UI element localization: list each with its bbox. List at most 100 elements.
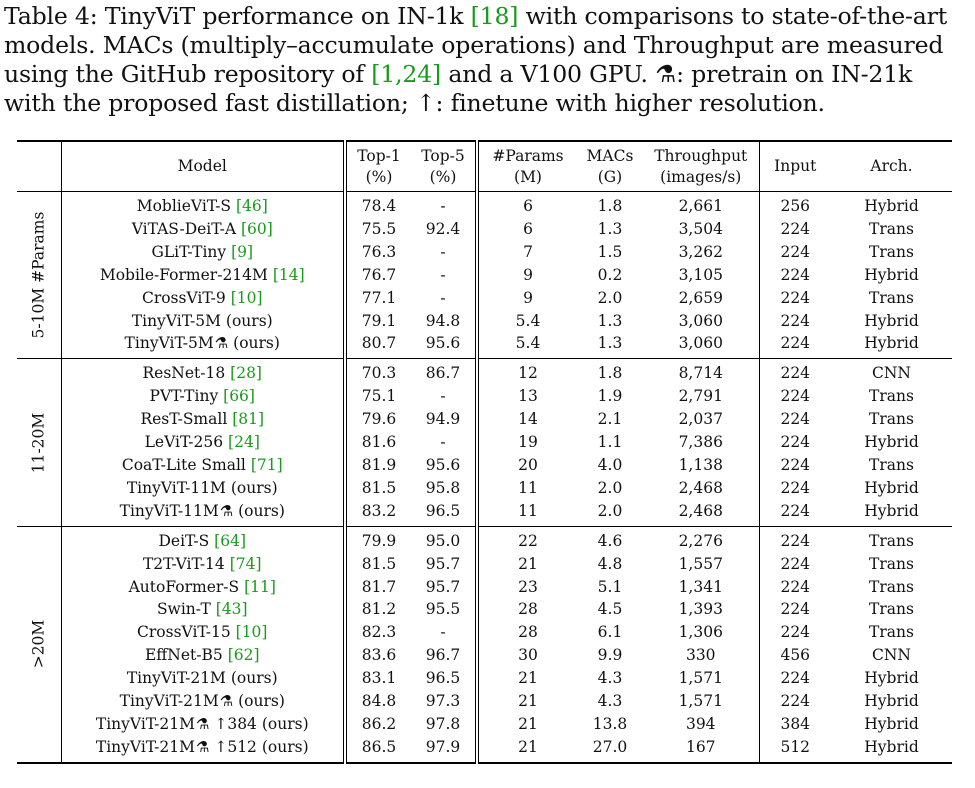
model-name: PVT-Tiny: [149, 387, 224, 406]
top1-cell: 79.1: [361, 311, 397, 330]
citation-link[interactable]: [9]: [231, 242, 254, 261]
throughput-cell: 1,341: [643, 575, 760, 599]
model-name-cell: Mobile-Former-214M [14]: [61, 263, 347, 287]
throughput-cell: 3,060: [643, 332, 760, 359]
model-name-cell: TinyViT-11M⚗ (ours): [61, 499, 347, 527]
arch-cell: Hybrid: [864, 737, 919, 756]
model-name: EffNet-B5: [144, 646, 228, 665]
model-name-cell: TinyViT-21M⚗ (ours): [61, 690, 347, 713]
row-group: 5-10M #Params MoblieViT-S [46] 78.4-6 1.8 2,…: [17, 191, 952, 359]
model-suffix: ↑384 (ours): [209, 714, 309, 733]
model-name-cell: Swin-T [43]: [61, 598, 347, 622]
throughput-cell: 3,262: [643, 240, 760, 264]
top1-cell: 75.1: [361, 387, 397, 406]
input-cell: 224: [780, 288, 811, 307]
params-cell: 19: [518, 433, 538, 452]
params-cell: 9: [523, 288, 533, 307]
model-name: MoblieViT-S: [136, 197, 236, 215]
arch-cell: Trans: [869, 600, 914, 619]
citation-link[interactable]: [81]: [232, 410, 265, 429]
citation-link[interactable]: [11]: [244, 577, 276, 596]
input-cell: 512: [780, 737, 811, 756]
input-cell: 224: [780, 455, 811, 474]
input-cell: 224: [780, 265, 811, 284]
citation-link[interactable]: [71]: [250, 455, 283, 474]
caption-citation-link[interactable]: [18]: [470, 2, 519, 30]
input-cell: 224: [780, 692, 811, 711]
arch-cell: Hybrid: [864, 478, 919, 497]
table-header: Model Top-1 (%) Top-5 (%) #Params (M) MACs(…: [17, 141, 952, 192]
throughput-cell: 3,105: [643, 263, 760, 287]
caption-text-2: with comparisons to state-of-the-art mod…: [4, 2, 947, 88]
citation-link[interactable]: [10]: [230, 288, 263, 307]
throughput-cell: 2,468: [643, 476, 760, 500]
citation-link[interactable]: [74]: [229, 554, 262, 573]
table-row: ViTAS-DeiT-A [60] 75.5 92.4 6 1.3 3,504 224 Tra…: [17, 217, 952, 241]
citation-link[interactable]: [43]: [215, 600, 248, 619]
model-name-cell: TinyViT-11M (ours): [61, 476, 347, 500]
citation-link[interactable]: [46]: [235, 197, 268, 215]
model-name-cell: TinyViT-21M (ours): [61, 667, 347, 691]
caption-text-3: and a V100 GPU.: [441, 60, 656, 88]
model-name: TinyViT-21M: [95, 737, 195, 756]
citation-link[interactable]: [28]: [230, 364, 262, 383]
model-name-cell: AutoFormer-S [11]: [61, 575, 347, 599]
model-name: TinyViT-21M: [95, 714, 195, 733]
citation-link[interactable]: [62]: [227, 646, 260, 665]
row-group: 11-20M ResNet-18 [28] 70.3 86.7 12 1.8 8,714 22…: [17, 358, 952, 527]
citation-link[interactable]: [10]: [235, 623, 268, 642]
table-row: TinyViT-11M (ours) 81.5 95.8 11 2.0 2,468 224 H…: [17, 476, 952, 500]
input-cell: 224: [780, 334, 811, 353]
model-name-cell: TinyViT-5M⚗ (ours): [61, 332, 347, 359]
arch-cell: Trans: [869, 410, 914, 429]
throughput-cell: 1,393: [643, 598, 760, 622]
citation-link[interactable]: [64]: [214, 531, 246, 550]
model-name-cell: TinyViT-21M⚗ ↑512 (ours): [61, 735, 347, 763]
model-name: CrossViT-9: [141, 288, 231, 307]
top5-cell: 92.4: [411, 217, 479, 241]
input-cell: 224: [780, 433, 811, 452]
arch-cell: Hybrid: [864, 265, 919, 284]
input-cell: 384: [780, 714, 811, 733]
params-cell: 11: [518, 478, 538, 497]
arch-cell: Hybrid: [864, 692, 919, 711]
macs-cell: 1.8: [597, 197, 623, 215]
macs-cell: 4.5: [597, 600, 623, 619]
model-name-cell: T2T-ViT-14 [74]: [61, 552, 347, 576]
model-name: TinyViT-11M: [119, 501, 219, 520]
top5-cell: -: [411, 240, 479, 264]
top5-cell: 95.7: [411, 575, 479, 599]
flask-icon: ⚗: [214, 334, 229, 353]
top5-cell: 95.6: [411, 332, 479, 359]
input-cell: 224: [780, 531, 811, 550]
top5-cell: 96.7: [411, 644, 479, 668]
citation-link[interactable]: [60]: [240, 219, 273, 238]
macs-cell: 4.0: [597, 455, 623, 474]
macs-cell: 2.0: [597, 288, 623, 307]
table-row: Mobile-Former-214M [14] 76.7- 9 0.2 3,105 224…: [17, 263, 952, 287]
params-cell: 30: [518, 646, 538, 665]
input-cell: 224: [780, 600, 811, 619]
model-name-cell: CrossViT-15 [10]: [61, 621, 347, 645]
macs-cell: 1.9: [597, 387, 623, 406]
model-name: TinyViT-21M: [119, 692, 219, 711]
citation-link[interactable]: [24]: [228, 433, 260, 452]
model-name: ViTAS-DeiT-A: [131, 219, 241, 238]
model-name-cell: EffNet-B5 [62]: [61, 644, 347, 668]
up-arrow-icon: ↑: [415, 89, 436, 117]
throughput-cell: 2,791: [643, 385, 760, 409]
header-input: Input: [774, 157, 817, 175]
top5-cell: 97.8: [411, 712, 479, 736]
top1-cell: 83.6: [361, 646, 397, 665]
macs-cell: 4.6: [597, 531, 623, 550]
caption-citation-link[interactable]: [1,24]: [371, 60, 442, 88]
citation-link[interactable]: [14]: [272, 265, 305, 284]
citation-link[interactable]: [66]: [223, 387, 255, 406]
caption-text-5: : finetune with higher resolution.: [435, 89, 826, 117]
top1-cell: 84.8: [361, 692, 397, 711]
params-cell: 13: [518, 387, 538, 406]
input-cell: 224: [780, 364, 811, 383]
model-name: TinyViT-5M (ours): [131, 311, 273, 330]
model-name-cell: GLiT-Tiny [9]: [61, 240, 347, 264]
macs-cell: 1.5: [597, 242, 623, 261]
